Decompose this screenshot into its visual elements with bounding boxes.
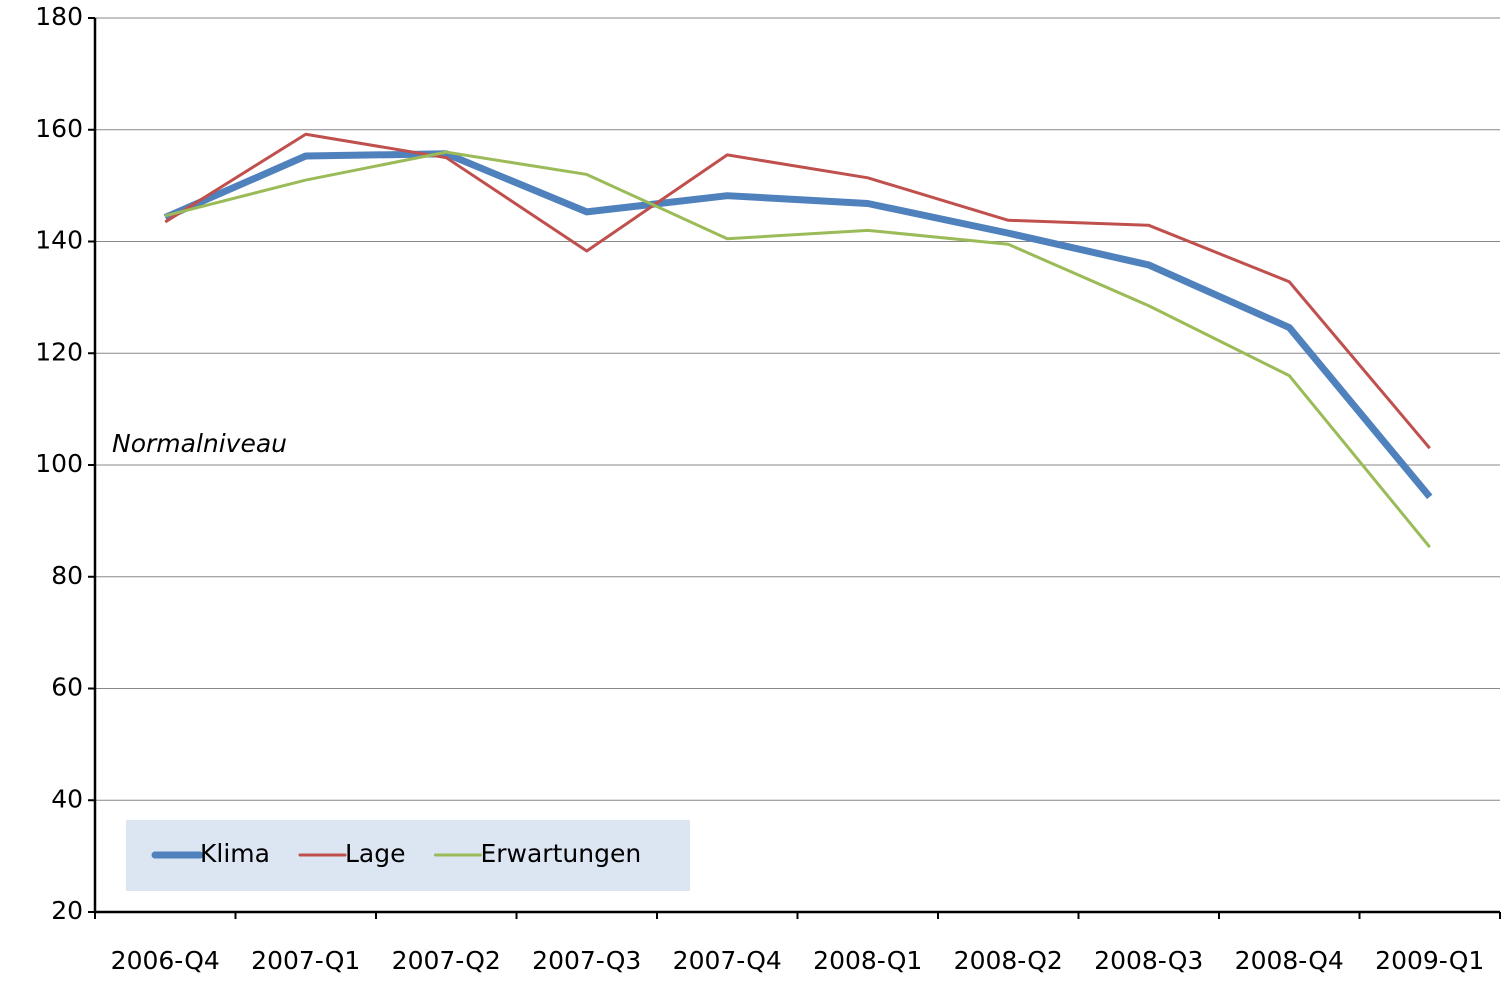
legend-box xyxy=(126,820,690,891)
series-line xyxy=(164,150,1431,549)
legend-label: Klima xyxy=(200,839,270,868)
x-tick-label: 2009-Q1 xyxy=(1375,946,1484,975)
series-line xyxy=(163,150,1433,500)
x-tick-label: 2007-Q1 xyxy=(251,946,360,975)
x-tick-label: 2006-Q4 xyxy=(111,946,220,975)
y-tick-label: 100 xyxy=(35,449,83,478)
y-tick-label: 140 xyxy=(35,226,83,255)
legend-label: Erwartungen xyxy=(480,839,641,868)
x-tick-label: 2007-Q3 xyxy=(532,946,641,975)
y-tick-label: 80 xyxy=(51,561,83,590)
x-tick-label: 2008-Q3 xyxy=(1094,946,1203,975)
y-tick-label: 120 xyxy=(35,337,83,366)
y-tick-label: 160 xyxy=(35,114,83,143)
series-line xyxy=(164,132,1431,450)
x-tick-label: 2008-Q1 xyxy=(813,946,922,975)
y-tick-label: 20 xyxy=(51,896,83,925)
legend-label: Lage xyxy=(345,839,406,868)
annotation: Normalniveau xyxy=(112,429,287,458)
x-tick-label: 2008-Q2 xyxy=(954,946,1063,975)
x-tick-label: 2008-Q4 xyxy=(1235,946,1344,975)
y-tick-label: 180 xyxy=(35,2,83,31)
y-tick-label: 40 xyxy=(51,784,83,813)
x-tick-label: 2007-Q4 xyxy=(673,946,782,975)
y-tick-label: 60 xyxy=(51,673,83,702)
x-tick-label: 2007-Q2 xyxy=(392,946,501,975)
